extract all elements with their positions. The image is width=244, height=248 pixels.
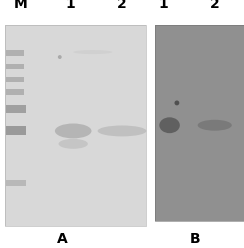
- Ellipse shape: [198, 120, 232, 131]
- Bar: [5, 25, 146, 226]
- Bar: [6, 64, 24, 69]
- Bar: [155, 25, 244, 221]
- Text: M: M: [14, 0, 28, 11]
- Circle shape: [59, 56, 61, 58]
- Bar: [6, 89, 24, 95]
- Bar: [6, 50, 24, 56]
- Bar: [155, 25, 244, 221]
- Text: B: B: [190, 232, 201, 246]
- Ellipse shape: [98, 125, 146, 136]
- Text: 1: 1: [159, 0, 168, 11]
- Bar: [6, 105, 26, 113]
- Bar: [6, 180, 26, 186]
- Circle shape: [175, 101, 179, 105]
- Text: 2: 2: [210, 0, 220, 11]
- Ellipse shape: [59, 139, 88, 149]
- Bar: [5, 25, 146, 226]
- Text: 1: 1: [66, 0, 76, 11]
- Ellipse shape: [73, 50, 112, 54]
- Text: 2: 2: [117, 0, 127, 11]
- Ellipse shape: [159, 117, 180, 133]
- Text: A: A: [57, 232, 68, 246]
- Bar: [6, 77, 24, 82]
- Ellipse shape: [55, 124, 92, 138]
- Bar: [6, 126, 26, 135]
